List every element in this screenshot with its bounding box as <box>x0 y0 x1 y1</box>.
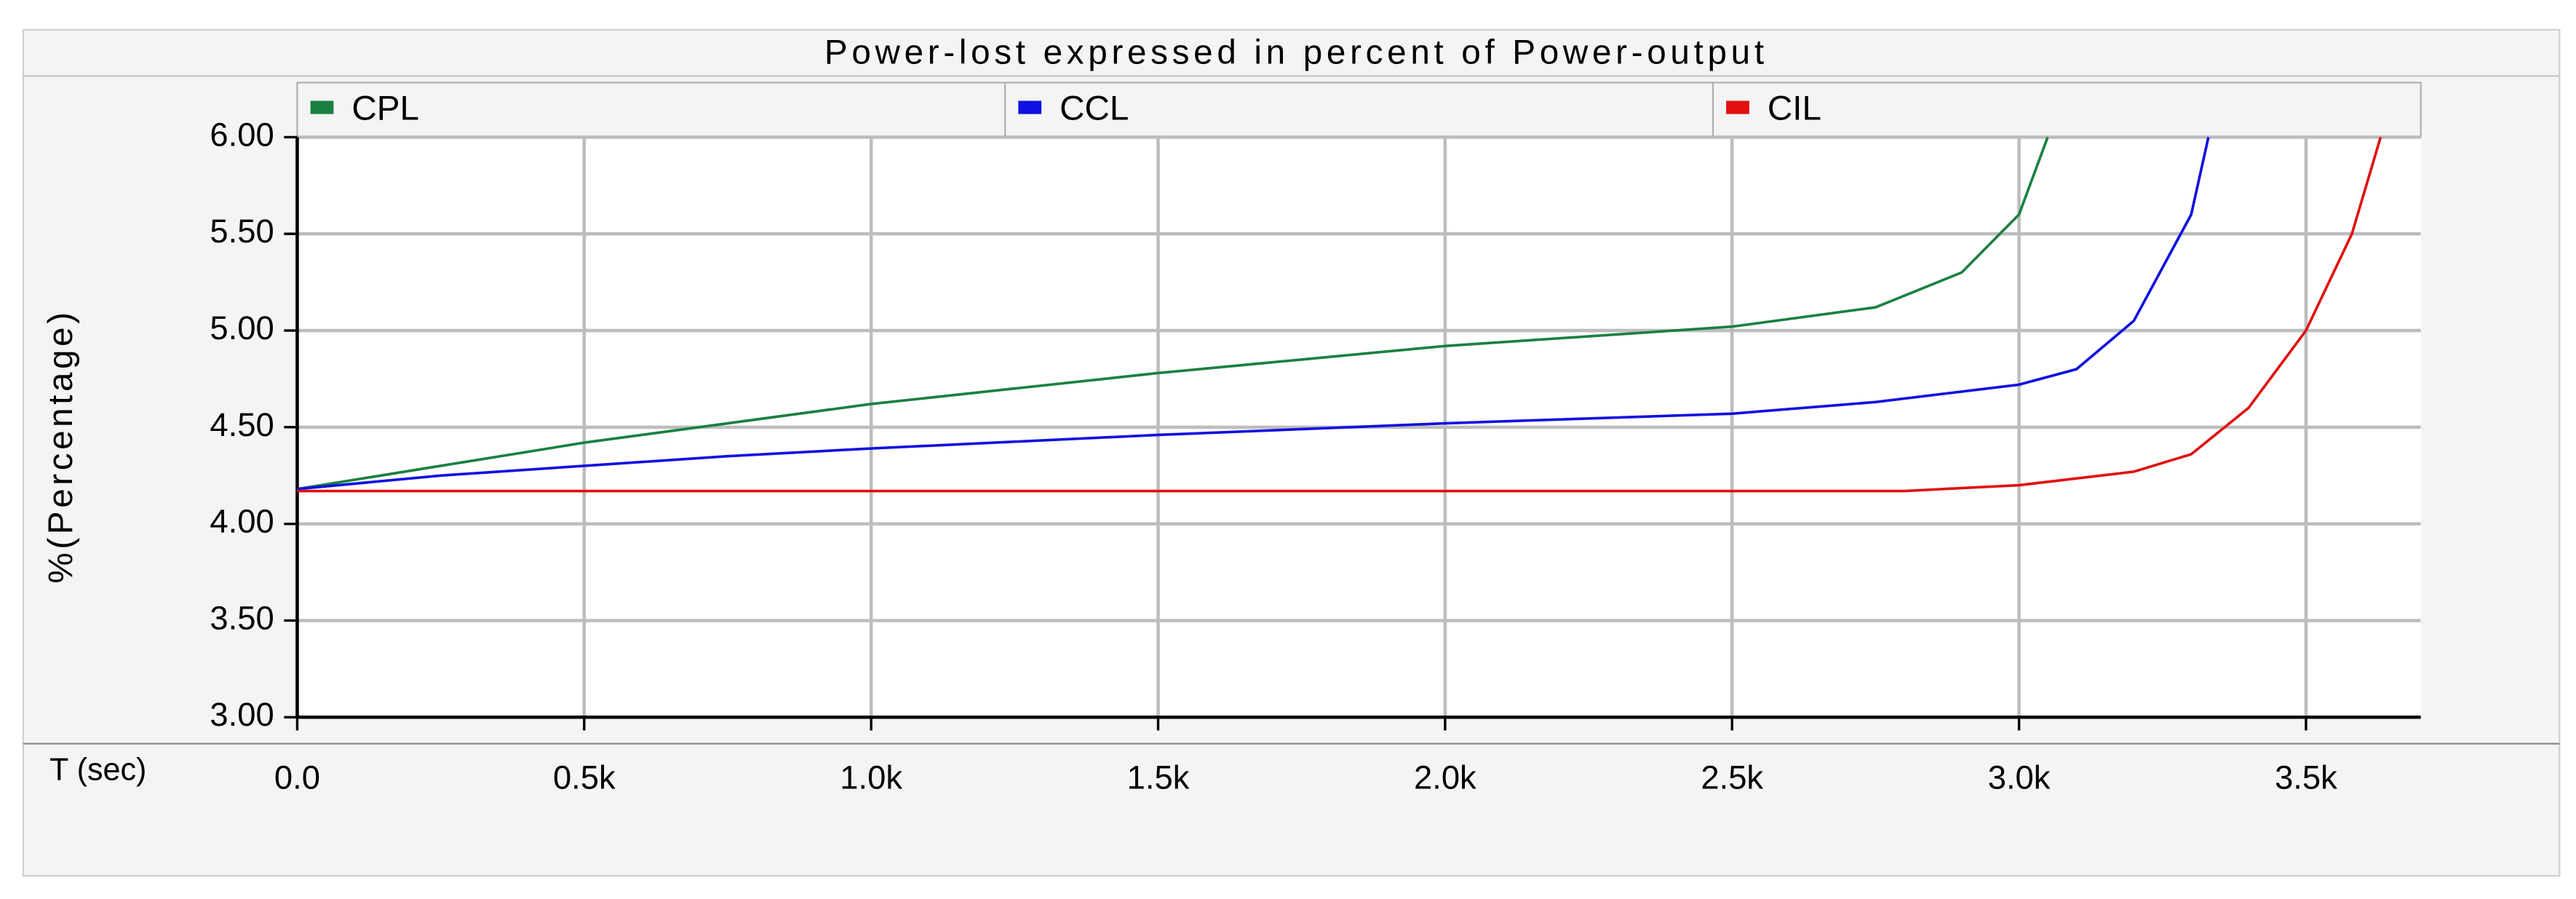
legend-label: CCL <box>1060 90 1129 128</box>
x-tick-label: 2.0k <box>1414 759 1476 796</box>
y-tick-label: 5.00 <box>210 309 274 346</box>
legend-label: CIL <box>1768 90 1821 128</box>
x-axis-label: T (sec) <box>49 753 146 788</box>
line-series <box>297 136 2382 493</box>
legend-label: CPL <box>351 90 419 128</box>
legend-swatch <box>1018 100 1042 114</box>
y-tick-label: 6.00 <box>210 116 274 153</box>
x-tick-label: 1.5k <box>1127 759 1190 796</box>
y-tick-label: 4.00 <box>210 503 274 540</box>
y-tick-label: 5.50 <box>210 213 274 250</box>
x-tick-label: 3.0k <box>1988 759 2051 796</box>
x-tick-label: 0.5k <box>553 759 616 796</box>
y-axis-label: %(Percentage) <box>41 309 80 583</box>
x-tick-label: 0.0 <box>274 759 320 796</box>
x-tick-label: 1.0k <box>840 759 902 796</box>
y-tick-label: 4.50 <box>210 406 274 443</box>
legend-swatch <box>1726 100 1749 114</box>
x-tick-label: 3.5k <box>2275 759 2337 796</box>
legend-swatch <box>310 100 334 114</box>
line-series <box>297 137 2210 491</box>
y-tick-label: 3.00 <box>210 696 274 733</box>
x-tick-label: 2.5k <box>1701 759 1763 796</box>
y-tick-label: 3.50 <box>210 599 274 636</box>
chart-title: Power-lost expressed in percent of Power… <box>824 33 1768 72</box>
legend <box>296 82 2422 138</box>
line-series <box>297 136 2049 491</box>
